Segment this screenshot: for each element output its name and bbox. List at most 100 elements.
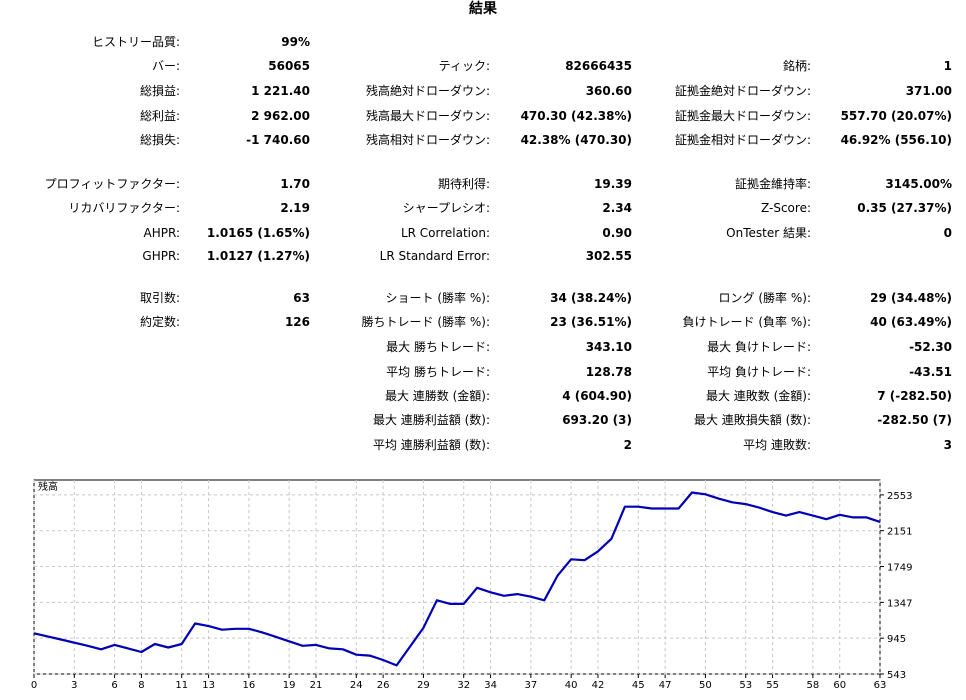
stat-label: 残高相対ドローダウン: — [365, 133, 490, 147]
x-tick-label: 37 — [524, 680, 537, 691]
stat-label: シャープレシオ: — [402, 201, 490, 215]
stat-value: 82666435 — [565, 59, 632, 73]
stat-value: 557.70 (20.07%) — [840, 109, 952, 123]
stat-label: 最大 連勝利益額 (数): — [372, 413, 490, 427]
stat-label: 約定数: — [139, 315, 180, 329]
stat-value: -1 740.60 — [246, 133, 310, 147]
stat-label: バー: — [151, 59, 180, 73]
stat-label: 最大 連敗数 (金額): — [705, 389, 811, 403]
x-tick-label: 55 — [766, 680, 779, 691]
stat-label: AHPR: — [143, 226, 180, 240]
x-tick-label: 29 — [417, 680, 430, 691]
y-tick-label: 543 — [887, 670, 906, 681]
stat-label: OnTester 結果: — [726, 226, 811, 240]
x-tick-label: 6 — [111, 680, 117, 691]
stat-label: LR Standard Error: — [379, 249, 490, 263]
stat-label: 勝ちトレード (勝率 %): — [361, 315, 490, 329]
stat-label: リカバリファクター: — [68, 201, 180, 215]
stat-label: 証拠金相対ドローダウン: — [674, 133, 811, 147]
stat-label: 総利益: — [139, 109, 180, 123]
stat-label: 平均 負けトレード: — [707, 365, 811, 379]
stat-value: 99% — [281, 35, 310, 49]
stat-value: 42.38% (470.30) — [520, 133, 632, 147]
stat-label: 平均 勝ちトレード: — [386, 365, 490, 379]
stat-value: 2.34 — [602, 201, 632, 215]
stat-value: 693.20 (3) — [562, 413, 632, 427]
stat-value: 2.19 — [280, 201, 310, 215]
stat-value: 1 221.40 — [251, 84, 310, 98]
stat-value: -43.51 — [909, 365, 952, 379]
stat-value: 46.92% (556.10) — [840, 133, 952, 147]
stat-value: 23 (36.51%) — [550, 315, 632, 329]
x-tick-label: 21 — [310, 680, 323, 691]
y-tick-label: 945 — [887, 634, 906, 645]
x-tick-label: 34 — [484, 680, 497, 691]
x-tick-label: 50 — [699, 680, 712, 691]
stat-label: ヒストリー品質: — [91, 35, 180, 49]
x-tick-label: 3 — [71, 680, 77, 691]
stat-label: ショート (勝率 %): — [385, 291, 490, 305]
stat-value: 1.0127 (1.27%) — [206, 249, 310, 263]
stat-label: 証拠金維持率: — [734, 177, 811, 191]
stat-value: 343.10 — [585, 340, 632, 354]
stat-value: 126 — [284, 315, 310, 329]
y-tick-label: 1749 — [887, 563, 912, 574]
stat-value: 1 — [943, 59, 952, 73]
y-tick-label: 2553 — [887, 491, 912, 502]
stat-label: 残高絶対ドローダウン: — [365, 84, 490, 98]
stat-label: 負けトレード (負率 %): — [682, 315, 811, 329]
stat-value: 2 962.00 — [251, 109, 310, 123]
stat-label: 総損失: — [139, 133, 180, 147]
balance-series-line — [33, 491, 881, 667]
chart-title: 残高 — [38, 480, 58, 493]
x-tick-label: 40 — [565, 680, 578, 691]
stat-label: 取引数: — [139, 291, 180, 305]
stat-label: 最大 負けトレード: — [707, 340, 811, 354]
x-tick-label: 42 — [592, 680, 605, 691]
stat-value: 0.90 — [602, 226, 632, 240]
stat-value: 40 (63.49%) — [870, 315, 952, 329]
stat-label: 平均 連勝利益額 (数): — [372, 438, 490, 452]
stat-value: 7 (-282.50) — [877, 389, 952, 403]
stat-value: 1.70 — [280, 177, 310, 191]
stat-label: LR Correlation: — [400, 226, 490, 240]
stat-value: 360.60 — [585, 84, 632, 98]
stat-value: -52.30 — [909, 340, 952, 354]
y-tick-label: 1347 — [887, 598, 912, 609]
stat-label: 銘柄: — [782, 59, 811, 73]
stat-value: 1.0165 (1.65%) — [206, 226, 310, 240]
x-tick-label: 8 — [138, 680, 144, 691]
x-tick-label: 60 — [833, 680, 846, 691]
stat-value: 19.39 — [594, 177, 632, 191]
stat-value: 3 — [943, 438, 952, 452]
balance-chart: 0 3 6 8 11 13 16 19 21 24 26 29 32 34 37 40 42 45 47 50 53 55… — [0, 474, 966, 700]
report-title: 結果 — [469, 1, 497, 17]
stat-value: 34 (38.24%) — [550, 291, 632, 305]
x-tick-label: 26 — [377, 680, 390, 691]
stat-label: ティック: — [438, 59, 490, 73]
x-tick-label: 58 — [806, 680, 819, 691]
stat-label: Z-Score: — [761, 201, 811, 215]
stat-label: 残高最大ドローダウン: — [365, 109, 490, 123]
x-tick-label: 47 — [659, 680, 672, 691]
stat-label: 平均 連敗数: — [743, 438, 811, 452]
stat-value: 29 (34.48%) — [870, 291, 952, 305]
stat-value: 4 (604.90) — [562, 389, 632, 403]
x-tick-label: 53 — [739, 680, 752, 691]
stat-value: 128.78 — [585, 365, 632, 379]
chart-frame — [33, 479, 881, 675]
stat-value: 302.55 — [585, 249, 632, 263]
x-tick-label: 11 — [175, 680, 188, 691]
stat-value: 63 — [293, 291, 310, 305]
stat-label: 期待利得: — [437, 177, 490, 191]
stat-value: 470.30 (42.38%) — [520, 109, 632, 123]
stat-value: 3145.00% — [885, 177, 952, 191]
stat-label: 最大 連勝数 (金額): — [384, 389, 490, 403]
x-tick-label: 16 — [242, 680, 255, 691]
stat-value: 0 — [943, 226, 952, 240]
stat-value: 2 — [623, 438, 632, 452]
x-tick-label: 0 — [31, 680, 37, 691]
stat-value: 0.35 (27.37%) — [857, 201, 952, 215]
stat-label: 総損益: — [139, 84, 180, 98]
stat-label: ロング (勝率 %): — [718, 291, 811, 305]
